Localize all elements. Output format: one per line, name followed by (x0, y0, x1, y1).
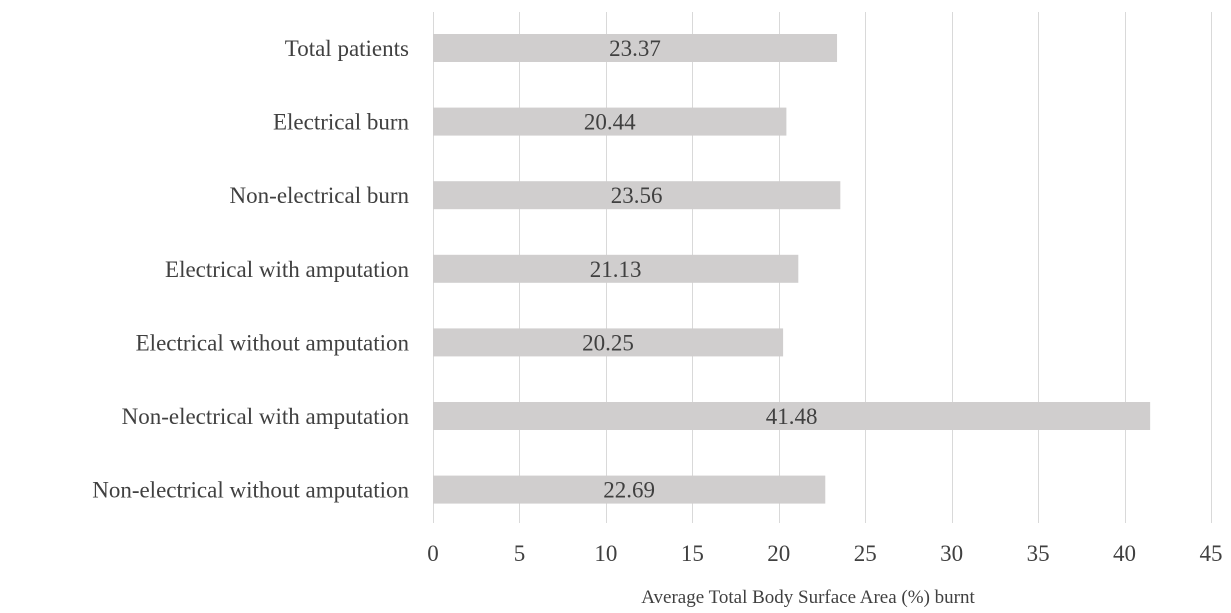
bar (433, 328, 784, 357)
x-tick-label: 30 (940, 541, 963, 566)
data-label: 20.25 (582, 330, 634, 355)
category-label: Electrical burn (273, 110, 410, 135)
category-label: Total patients (285, 36, 409, 61)
x-tick-label: 5 (514, 541, 526, 566)
x-tick-label: 40 (1113, 541, 1136, 566)
x-tick-label: 15 (681, 541, 704, 566)
x-tick-labels: 0 5 10 15 20 25 30 35 40 45 (427, 541, 1222, 566)
category-label: Non-electrical without amputation (92, 478, 409, 503)
data-label: 20.44 (584, 110, 636, 135)
data-label: 23.37 (609, 36, 661, 61)
data-label: 22.69 (603, 478, 655, 503)
x-tick-label: 0 (427, 541, 439, 566)
x-tick-label: 45 (1200, 541, 1223, 566)
bar (433, 34, 838, 62)
data-label: 41.48 (766, 404, 818, 429)
category-label: Non-electrical with amputation (122, 404, 410, 429)
bars: 23.37 20.44 23.56 21.13 20.25 41.48 22.69 (433, 34, 1151, 504)
category-label: Non-electrical burn (230, 183, 410, 208)
data-label: 23.56 (611, 183, 663, 208)
x-tick-label: 10 (594, 541, 617, 566)
category-label: Electrical without amputation (136, 330, 410, 355)
category-label: Electrical with amputation (165, 257, 409, 282)
data-label: 21.13 (590, 257, 642, 282)
x-tick-label: 25 (854, 541, 877, 566)
bar (433, 181, 841, 210)
x-tick-label: 20 (767, 541, 790, 566)
x-axis-title: Average Total Body Surface Area (%) burn… (641, 587, 975, 608)
x-tick-label: 35 (1027, 541, 1050, 566)
bar (433, 254, 799, 283)
bar (433, 475, 826, 504)
bar (433, 107, 787, 136)
category-labels: Total patients Electrical burn Non-electri… (92, 36, 409, 503)
bar (433, 402, 1151, 430)
